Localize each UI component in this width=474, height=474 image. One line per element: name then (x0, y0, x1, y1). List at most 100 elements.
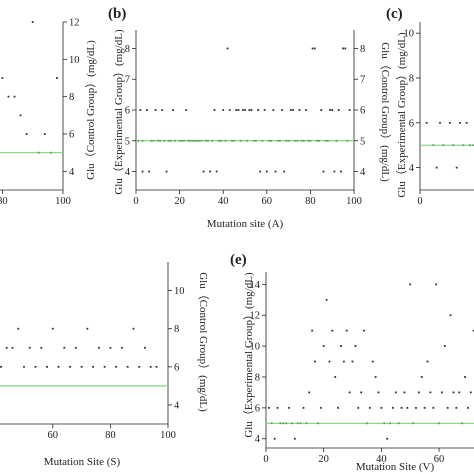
panel-d-point (69, 365, 71, 368)
panel-b-point (300, 139, 303, 142)
panel-e-point (469, 391, 472, 394)
panel-b-right-tick-label: 5 (360, 136, 365, 147)
panel-e-point (383, 422, 386, 425)
panel-a-right-tick-label: 6 (69, 130, 74, 141)
panel-d-point (92, 365, 95, 368)
panel-e-point (288, 406, 290, 409)
panel-e-point (406, 406, 409, 409)
panel-e-point (432, 406, 435, 409)
panel-e-point (449, 314, 452, 317)
panel-d-point (0, 365, 2, 368)
panel-b-point (189, 139, 192, 142)
panel-b-y-tick-label: 8 (125, 44, 130, 55)
panel-d: Mutation Site (S) Glu（Control Group）(mg/… (0, 262, 210, 468)
panel-c-axes (416, 22, 474, 194)
panel-e-label: (e) (230, 252, 247, 268)
panel-d-point (46, 365, 48, 368)
panel-e-y-tick-label: 6 (255, 403, 260, 414)
panel-e-point (331, 329, 334, 332)
panel-b-point (237, 109, 240, 111)
panel-d-right-tick-label: 8 (174, 324, 179, 335)
panel-b-point (220, 139, 222, 142)
panel-e-point (423, 406, 426, 409)
panel-d-point (144, 346, 146, 349)
panel-b-point (285, 139, 288, 142)
panel-b-point (150, 139, 153, 142)
panel-b-point (183, 139, 185, 142)
panel-e-point (291, 422, 293, 425)
panel-b-point (331, 109, 334, 111)
panel-e-point (429, 391, 432, 394)
panel-b-point (207, 139, 209, 142)
panel-b-point (287, 139, 290, 142)
panel-a-point (7, 95, 10, 98)
panel-b-point (337, 109, 340, 111)
panel-d-point (17, 327, 20, 330)
panel-b-point (226, 47, 229, 50)
panel-b-right-tick-label: 6 (360, 106, 365, 117)
panel-b-point (292, 109, 294, 111)
panel-b-point (272, 109, 275, 111)
panel-e-point (319, 406, 322, 409)
panel-a-point (43, 133, 46, 135)
panel-b-point (298, 109, 301, 111)
panel-b-point (244, 109, 246, 111)
panel-e-point (317, 422, 319, 425)
panel-b-point (152, 139, 155, 142)
panel-d-right-ylabel: Glu（Control Group）(mg/dL) (197, 272, 210, 412)
panel-b-point (326, 139, 329, 142)
panel-b-right-tick-label: 4 (360, 167, 366, 178)
panel-b-point (137, 139, 140, 142)
panel-e-y-tick-label: 4 (255, 434, 261, 445)
panel-e-point (302, 406, 305, 409)
panel-e-point (389, 422, 391, 425)
panel-b-point (185, 109, 188, 111)
panel-e-point (415, 406, 417, 409)
panel-e-point (360, 391, 363, 394)
panel-e-point (386, 437, 389, 440)
panel-b-point (340, 170, 342, 173)
panel-e-point (276, 406, 279, 409)
panel-b-x-tick-label: 100 (346, 196, 362, 207)
panel-b-point (141, 139, 144, 142)
panel-b-point (174, 139, 177, 142)
panel-d-point (51, 327, 54, 330)
panel-a-point (19, 114, 22, 117)
panel-e-point (322, 345, 325, 348)
panel-b-point (172, 109, 174, 111)
panel-c-point (459, 121, 461, 124)
panel-e-point (334, 376, 337, 378)
panel-e-point (311, 329, 314, 332)
panel-e-point (366, 422, 368, 425)
panel-b-point (302, 139, 305, 142)
panel-b-point (211, 139, 214, 142)
panel-b-point (233, 139, 235, 142)
panel-b-point (154, 109, 157, 111)
panel-b-point (289, 109, 292, 111)
panel-a-point (25, 133, 28, 135)
panel-e-point (466, 406, 469, 409)
panel-b-point (159, 139, 161, 142)
panel-b-point (241, 109, 244, 111)
panel-a-axes (0, 21, 67, 194)
panel-e-point (455, 406, 458, 409)
panel-b-point (322, 170, 325, 173)
panel-d-point (80, 365, 83, 368)
panel-e: (e) Glu（Experimental Group）(mg/dL) Mutat… (230, 252, 474, 473)
panel-b-point (333, 170, 336, 173)
panel-d-point (28, 346, 31, 349)
panel-d-point (97, 346, 100, 349)
panel-c-y-tick-label: 10 (404, 29, 415, 40)
panel-a-right-tick-label: 4 (69, 167, 75, 178)
panel-d-point (121, 346, 123, 349)
panel-b-point (204, 139, 207, 142)
panel-e-point (464, 376, 466, 378)
panel-d-point (57, 365, 60, 368)
panel-b-y-tick-label: 4 (125, 167, 131, 178)
panel-b-point (311, 47, 314, 50)
panel-b-point (313, 47, 316, 50)
panel-e-point (438, 422, 440, 425)
panel-c-point (449, 121, 451, 124)
panel-e-point (296, 422, 299, 425)
panel-b-point (309, 139, 312, 142)
